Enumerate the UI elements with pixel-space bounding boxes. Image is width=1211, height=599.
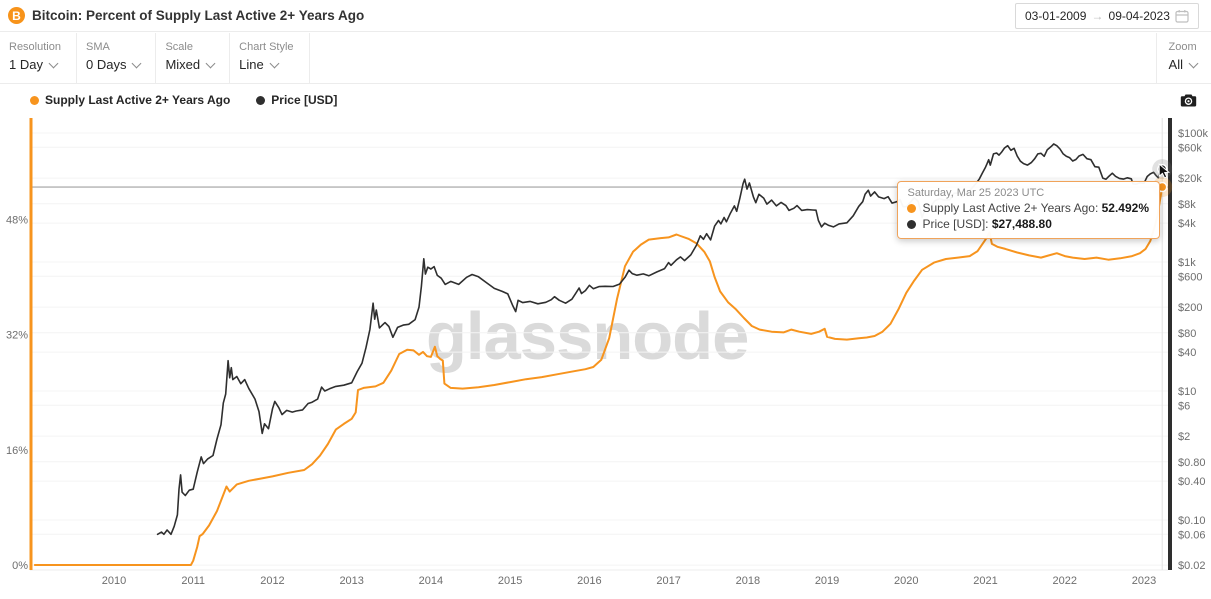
tooltip-date: Saturday, Mar 25 2023 UTC xyxy=(907,187,1045,199)
x-axis-tick: 2021 xyxy=(973,575,997,587)
x-axis-tick: 2022 xyxy=(1053,575,1077,587)
right-axis-tick: $60k xyxy=(1178,142,1202,154)
chevron-down-icon xyxy=(205,58,216,68)
right-axis-tick: $40 xyxy=(1178,347,1196,359)
legend: Supply Last Active 2+ Years Ago Price [US… xyxy=(0,85,1211,115)
right-axis-tick: $0.40 xyxy=(1178,476,1206,488)
right-axis-tick: $1k xyxy=(1178,257,1196,269)
date-arrow-icon: → xyxy=(1091,8,1104,23)
x-axis-tick: 2014 xyxy=(419,575,443,587)
calendar-icon[interactable] xyxy=(1175,9,1189,23)
chevron-down-icon xyxy=(269,58,280,68)
mouse-cursor-icon xyxy=(1158,163,1171,179)
series-dot-icon xyxy=(907,219,917,229)
x-axis-tick: 2018 xyxy=(736,575,760,587)
watermark: glassnode xyxy=(426,299,749,374)
legend-label: Supply Last Active 2+ Years Ago xyxy=(45,93,231,107)
chevron-down-icon xyxy=(48,58,59,68)
right-axis-tick: $0.80 xyxy=(1178,457,1206,469)
zoom-value[interactable]: All xyxy=(1168,57,1183,72)
supply-last-active-2-years-ago-line xyxy=(33,186,1164,566)
control-resolution[interactable]: Resolution 1 Day xyxy=(0,33,77,83)
x-axis-tick: 2010 xyxy=(102,575,126,587)
right-axis-tick: $100k xyxy=(1178,128,1208,140)
x-axis-tick: 2012 xyxy=(260,575,284,587)
right-axis-tick: $2 xyxy=(1178,431,1190,443)
price-marker xyxy=(1156,163,1168,175)
x-axis-tick: 2016 xyxy=(577,575,601,587)
right-axis-tick: $6 xyxy=(1178,400,1190,412)
page-title: Bitcoin: Percent of Supply Last Active 2… xyxy=(32,8,365,23)
right-axis-tick: $0.10 xyxy=(1178,515,1206,527)
date-range-picker[interactable]: 03-01-2009 → 09-04-2023 xyxy=(1015,2,1199,29)
chevron-down-icon xyxy=(1188,58,1199,68)
right-axis-tick: $4k xyxy=(1178,218,1196,230)
legend-item-price-usd[interactable]: Price [USD] xyxy=(256,93,337,107)
control-chart-style[interactable]: Chart Style Line xyxy=(230,33,310,83)
x-axis-tick: 2023 xyxy=(1132,575,1156,587)
left-axis-tick: 0% xyxy=(12,560,28,572)
header: B Bitcoin: Percent of Supply Last Active… xyxy=(0,0,1211,32)
zoom-control[interactable]: Zoom All xyxy=(1155,33,1211,83)
x-axis-tick: 2019 xyxy=(815,575,839,587)
chart-tooltip: Saturday, Mar 25 2023 UTC Supply Last Ac… xyxy=(897,181,1160,239)
legend-dot-icon xyxy=(30,95,39,105)
chevron-down-icon xyxy=(132,58,142,68)
toolbar: Resolution 1 Day SMA 0 Days Scale Mixed Chart … xyxy=(0,33,1211,84)
legend-dot-icon xyxy=(256,95,266,105)
bitcoin-icon: B xyxy=(8,7,25,24)
right-axis-tick: $80 xyxy=(1178,328,1196,340)
x-axis-tick: 2013 xyxy=(339,575,363,587)
legend-item-supply-last-active-2-years-ago[interactable]: Supply Last Active 2+ Years Ago xyxy=(30,93,230,107)
zoom-label: Zoom xyxy=(1168,41,1197,53)
control-sma[interactable]: SMA 0 Days xyxy=(77,33,157,83)
right-axis-tick: $200 xyxy=(1178,302,1202,314)
legend-label: Price [USD] xyxy=(271,93,338,107)
left-axis-tick: 16% xyxy=(6,445,28,457)
x-axis-tick: 2011 xyxy=(181,575,205,587)
left-axis-tick: 32% xyxy=(6,330,28,342)
date-from-value[interactable]: 03-01-2009 xyxy=(1025,8,1087,23)
price-marker-halo xyxy=(1152,159,1173,180)
x-axis-tick: 2017 xyxy=(656,575,680,587)
right-axis-tick: $0.06 xyxy=(1178,529,1206,541)
date-to-value[interactable]: 09-04-2023 xyxy=(1108,8,1170,23)
right-axis-tick: $20k xyxy=(1178,173,1202,185)
right-axis-tick: $10 xyxy=(1178,386,1196,398)
x-axis-tick: 2020 xyxy=(894,575,918,587)
control-scale[interactable]: Scale Mixed xyxy=(156,33,231,83)
right-axis-tick: $0.02 xyxy=(1178,560,1206,572)
tooltip-row-supply-last-active-2-years-ago: Supply Last Active 2+ Years Ago: 52.492% xyxy=(907,201,1149,215)
right-axis-tick: $8k xyxy=(1178,199,1196,211)
camera-icon[interactable] xyxy=(1178,91,1199,110)
series-dot-icon xyxy=(907,203,917,213)
right-axis-tick: $600 xyxy=(1178,271,1202,283)
left-axis-tick: 48% xyxy=(6,214,28,226)
tooltip-row-price-usd: Price [USD]: $27,488.80 xyxy=(907,217,1149,231)
x-axis-tick: 2015 xyxy=(498,575,522,587)
